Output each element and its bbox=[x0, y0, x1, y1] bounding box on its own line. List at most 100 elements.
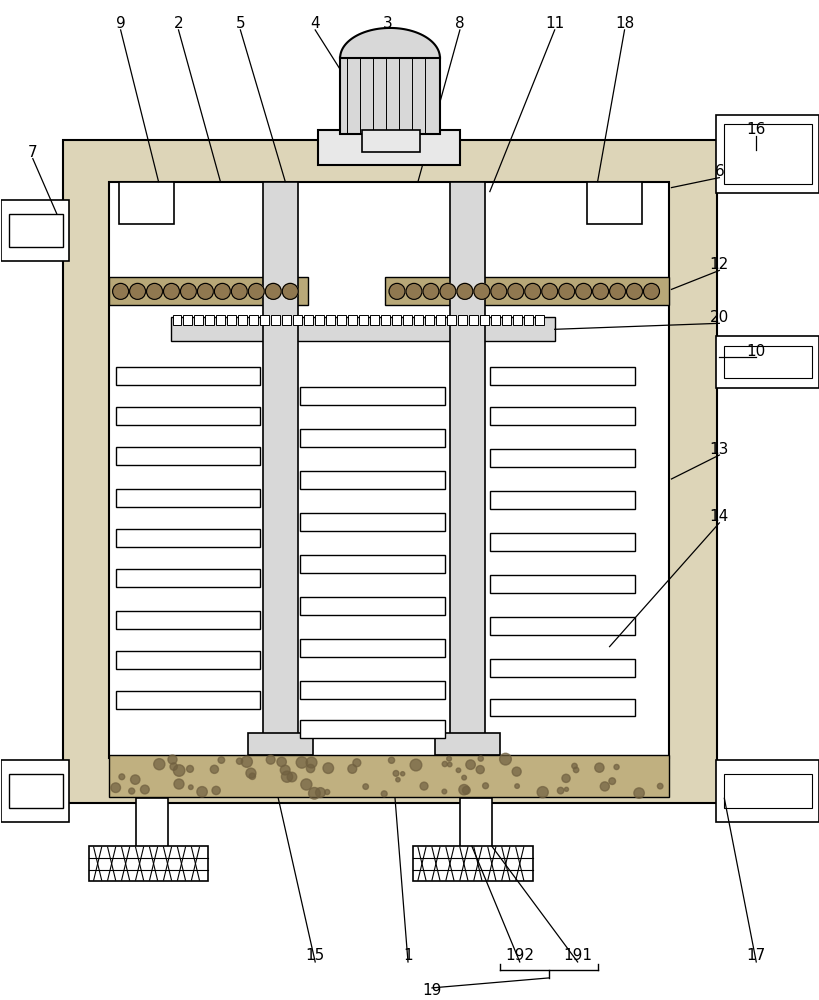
Circle shape bbox=[558, 283, 574, 299]
Circle shape bbox=[241, 756, 252, 767]
Circle shape bbox=[323, 763, 333, 773]
Bar bbox=[489, 367, 634, 385]
Circle shape bbox=[153, 759, 165, 770]
Bar bbox=[300, 429, 445, 447]
Circle shape bbox=[236, 758, 242, 764]
Circle shape bbox=[465, 760, 475, 769]
Circle shape bbox=[592, 283, 608, 299]
Bar bbox=[489, 575, 634, 593]
Circle shape bbox=[447, 762, 451, 767]
Bar bbox=[716, 115, 818, 193]
Circle shape bbox=[197, 787, 207, 797]
Circle shape bbox=[174, 779, 183, 789]
Circle shape bbox=[248, 283, 264, 299]
Bar bbox=[468, 315, 477, 325]
Bar bbox=[227, 315, 236, 325]
Circle shape bbox=[129, 788, 134, 794]
Bar bbox=[723, 346, 811, 378]
Bar bbox=[300, 597, 445, 615]
Circle shape bbox=[613, 764, 618, 770]
Circle shape bbox=[147, 283, 162, 299]
Circle shape bbox=[499, 753, 511, 765]
Bar bbox=[293, 315, 302, 325]
Text: 191: 191 bbox=[563, 948, 591, 963]
Circle shape bbox=[461, 775, 466, 780]
Circle shape bbox=[163, 283, 179, 299]
Bar bbox=[263, 182, 298, 756]
Bar bbox=[523, 315, 532, 325]
Circle shape bbox=[541, 283, 557, 299]
Circle shape bbox=[173, 765, 184, 776]
Circle shape bbox=[305, 757, 317, 768]
Text: 14: 14 bbox=[709, 509, 728, 524]
Bar bbox=[300, 387, 445, 405]
Circle shape bbox=[524, 283, 540, 299]
Text: 11: 11 bbox=[545, 16, 563, 31]
Bar bbox=[216, 315, 225, 325]
Circle shape bbox=[249, 773, 256, 779]
Circle shape bbox=[381, 791, 387, 797]
Bar bbox=[248, 733, 313, 755]
Bar bbox=[115, 407, 260, 425]
Bar bbox=[457, 315, 466, 325]
Circle shape bbox=[266, 755, 274, 764]
Circle shape bbox=[396, 777, 400, 782]
Circle shape bbox=[482, 783, 488, 789]
Bar bbox=[414, 315, 423, 325]
Circle shape bbox=[315, 788, 325, 797]
Bar bbox=[501, 315, 510, 325]
Bar bbox=[304, 315, 313, 325]
Bar bbox=[9, 774, 63, 808]
Circle shape bbox=[231, 283, 247, 299]
Text: 16: 16 bbox=[745, 122, 765, 137]
Circle shape bbox=[119, 774, 124, 780]
Circle shape bbox=[572, 767, 578, 773]
Bar bbox=[108, 182, 668, 758]
Circle shape bbox=[214, 283, 230, 299]
Circle shape bbox=[405, 283, 422, 299]
Circle shape bbox=[210, 765, 218, 773]
Bar bbox=[489, 407, 634, 425]
Bar bbox=[115, 611, 260, 629]
Text: 17: 17 bbox=[746, 948, 765, 963]
Circle shape bbox=[657, 783, 662, 789]
Text: 2: 2 bbox=[174, 16, 183, 31]
Circle shape bbox=[112, 283, 129, 299]
Circle shape bbox=[388, 283, 405, 299]
Circle shape bbox=[197, 283, 213, 299]
Circle shape bbox=[609, 778, 615, 784]
Circle shape bbox=[512, 767, 521, 776]
Circle shape bbox=[170, 763, 177, 770]
Circle shape bbox=[188, 785, 193, 790]
Bar bbox=[300, 471, 445, 489]
Circle shape bbox=[281, 771, 292, 782]
Bar bbox=[260, 315, 269, 325]
Bar bbox=[183, 315, 192, 325]
Circle shape bbox=[265, 283, 281, 299]
Bar bbox=[413, 846, 532, 881]
Bar bbox=[300, 555, 445, 573]
Circle shape bbox=[246, 768, 256, 778]
Bar bbox=[326, 315, 335, 325]
Bar bbox=[300, 639, 445, 657]
Circle shape bbox=[363, 784, 368, 789]
Bar bbox=[723, 124, 811, 184]
Text: 8: 8 bbox=[455, 16, 464, 31]
Circle shape bbox=[473, 283, 489, 299]
Bar bbox=[115, 529, 260, 547]
Circle shape bbox=[561, 774, 569, 782]
Text: 10: 10 bbox=[746, 344, 765, 359]
Circle shape bbox=[308, 787, 320, 799]
Bar bbox=[337, 315, 346, 325]
Bar bbox=[446, 315, 455, 325]
Bar bbox=[282, 315, 291, 325]
Text: 18: 18 bbox=[614, 16, 633, 31]
Text: 13: 13 bbox=[708, 442, 728, 457]
Bar bbox=[318, 130, 459, 165]
Bar bbox=[512, 315, 521, 325]
Text: 3: 3 bbox=[382, 16, 392, 31]
Text: 5: 5 bbox=[235, 16, 245, 31]
Bar bbox=[534, 315, 543, 325]
Bar bbox=[586, 182, 640, 224]
Text: 19: 19 bbox=[422, 983, 441, 998]
